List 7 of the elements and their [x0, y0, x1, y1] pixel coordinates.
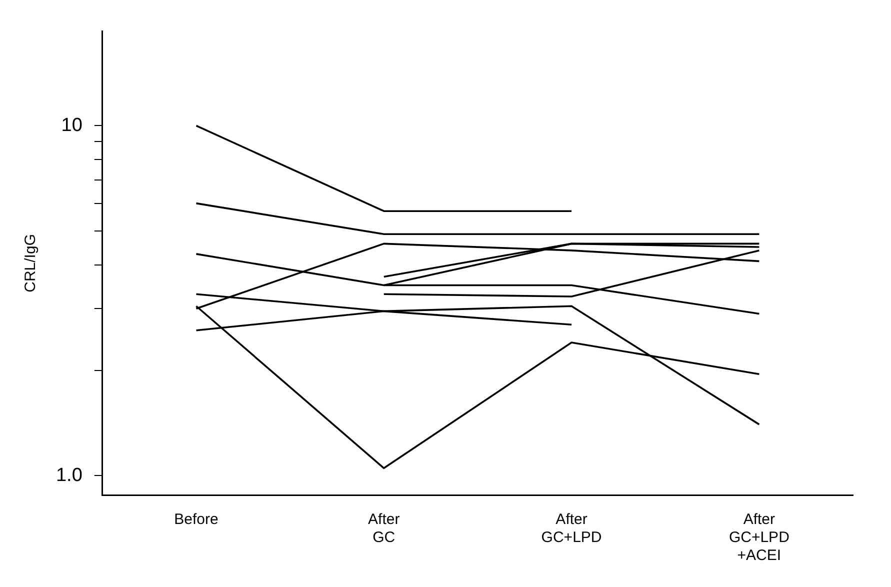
x-tick-label: Before — [174, 511, 218, 528]
y-tick-label: 10 — [61, 114, 82, 136]
x-tick-label: After GC+LPD +ACEI — [728, 511, 790, 564]
x-tick-label: After GC+LPD — [541, 511, 602, 546]
y-tick-label: 1.0 — [56, 464, 82, 486]
y-axis-title: CRL/IgG — [22, 234, 40, 292]
x-tick-label: After GC — [368, 511, 400, 546]
